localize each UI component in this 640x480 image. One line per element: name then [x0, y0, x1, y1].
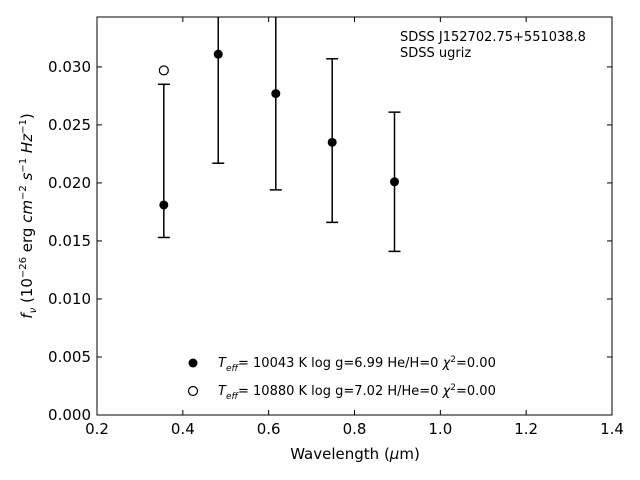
x-tick-label: 0.6 — [257, 420, 281, 438]
legend-marker-filled — [188, 358, 198, 368]
data-point-filled — [389, 177, 399, 187]
data-point-filled — [159, 200, 169, 210]
x-tick-label: 1.0 — [428, 420, 452, 438]
data-point-open — [158, 65, 169, 76]
x-tick-label: 0.8 — [343, 420, 367, 438]
x-tick-label: 1.2 — [514, 420, 538, 438]
y-tick-label: 0.010 — [48, 290, 91, 308]
x-axis-title: Wavelength (μm) — [290, 445, 420, 463]
object-name-annotation: SDSS J152702.75+551038.8 — [400, 30, 586, 45]
plot-frame — [96, 16, 613, 416]
x-tick-label: 0.4 — [171, 420, 195, 438]
legend-entry-2: Teff= 10880 K log g=7.02 H/He=0 χ2=0.00 — [218, 383, 496, 402]
legend-entry-1: Teff= 10043 K log g=6.99 He/H=0 χ2=0.00 — [218, 355, 496, 374]
data-points — [158, 49, 399, 210]
y-tick-label: 0.030 — [48, 58, 91, 76]
legend: Teff= 10043 K log g=6.99 He/H=0 χ2=0.00 … — [187, 355, 496, 402]
y-tick-label: 0.015 — [48, 232, 91, 250]
data-point-filled — [213, 49, 223, 59]
x-tick-label: 1.4 — [600, 420, 624, 438]
x-tick-label: 0.2 — [85, 420, 109, 438]
data-point-filled — [271, 89, 281, 99]
data-point-filled — [327, 137, 337, 147]
axis-ticks: 0.2 0.4 0.6 0.8 1.0 1.2 1.4 0.000 0.005 0.010 0.01… — [48, 17, 624, 438]
y-tick-label: 0.000 — [48, 406, 91, 424]
y-tick-label: 0.005 — [48, 348, 91, 366]
y-tick-label: 0.025 — [48, 116, 91, 134]
y-axis-title: fν (10−26 erg cm−2 s−1 Hz−1) — [18, 113, 39, 318]
filter-set-annotation: SDSS ugriz — [400, 46, 471, 61]
legend-marker-open — [187, 385, 199, 397]
y-tick-label: 0.020 — [48, 174, 91, 192]
